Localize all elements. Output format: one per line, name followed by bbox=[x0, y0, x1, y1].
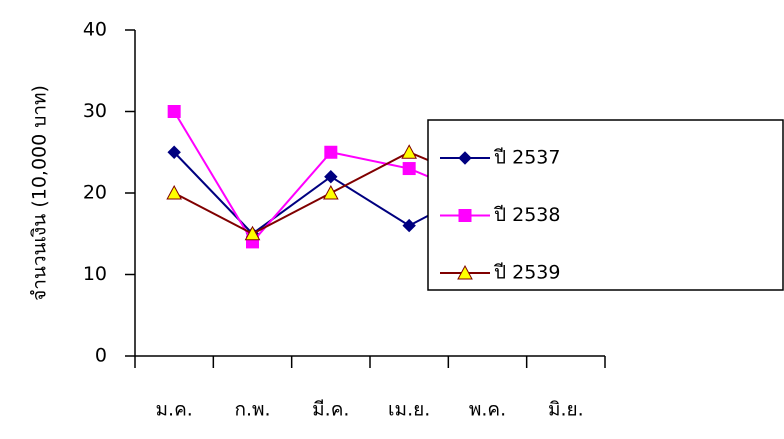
marker bbox=[167, 105, 181, 118]
y-tick-label: 0 bbox=[95, 345, 107, 367]
marker bbox=[244, 225, 261, 241]
marker bbox=[322, 184, 339, 200]
x-tick-label: ก.พ. bbox=[234, 399, 270, 421]
y-tick-label: 10 bbox=[83, 263, 107, 285]
legend-marker bbox=[458, 209, 472, 222]
y-tick-label: 20 bbox=[83, 182, 107, 204]
marker bbox=[167, 145, 181, 159]
legend-marker bbox=[457, 264, 473, 280]
x-tick-label: เม.ย. bbox=[388, 399, 430, 421]
marker bbox=[324, 145, 338, 159]
x-tick-label: ม.ค. bbox=[156, 399, 193, 421]
marker bbox=[402, 162, 416, 176]
legend-label: ปี 2539 bbox=[493, 262, 560, 284]
marker bbox=[324, 169, 338, 184]
x-tick-label: มี.ค. bbox=[312, 399, 349, 421]
marker bbox=[166, 184, 183, 200]
y-tick-label: 40 bbox=[83, 19, 107, 41]
y-axis-label: จำนวนเงิน (10,000 บาท) bbox=[29, 85, 51, 301]
legend-box bbox=[427, 119, 784, 291]
marker bbox=[402, 218, 416, 233]
legend-label: ปี 2537 bbox=[493, 147, 560, 169]
x-tick-label: มิ.ย. bbox=[548, 399, 584, 421]
y-tick-label: 30 bbox=[83, 100, 107, 122]
x-tick-label: พ.ค. bbox=[469, 399, 506, 421]
legend-marker bbox=[458, 151, 472, 165]
legend-label: ปี 2538 bbox=[493, 204, 560, 226]
marker bbox=[401, 144, 418, 159]
